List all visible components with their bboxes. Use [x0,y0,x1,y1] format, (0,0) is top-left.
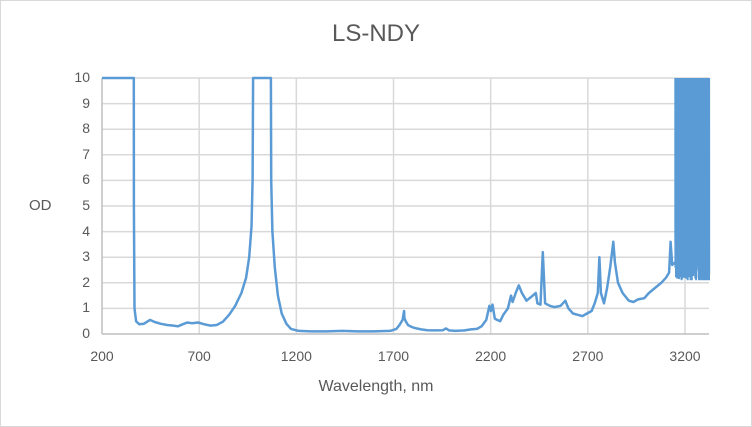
gridlines [102,77,709,334]
x-tick-label: 3200 [669,348,701,364]
x-tick-label: 200 [90,348,114,364]
y-tick-label: 0 [82,325,90,341]
y-tick-label: 1 [82,299,90,316]
x-tick-label: 700 [187,348,211,364]
x-tick-label: 1700 [377,348,410,364]
y-tick-label: 4 [82,222,90,239]
y-axis-label: OD [29,197,52,214]
od-line [102,76,677,333]
x-tick-label: 2700 [572,348,604,364]
y-tick-label: 6 [82,171,90,188]
y-tick-label: 10 [74,69,90,85]
y-tick-label: 8 [82,120,90,137]
od-saturated-fill [675,78,710,253]
y-tick-label: 3 [82,248,90,265]
y-tick-label: 7 [82,145,90,162]
x-axis-label: Wavelength, nm [318,378,434,395]
series-od [102,76,711,333]
x-tick-label: 1200 [280,348,312,364]
chart-title: LS-NDY [331,20,421,47]
y-tick-label: 2 [82,273,90,290]
y-tick-label: 9 [82,94,90,111]
x-tick-label: 2200 [475,348,507,364]
axes [101,78,709,335]
y-tick-label: 5 [82,197,90,213]
